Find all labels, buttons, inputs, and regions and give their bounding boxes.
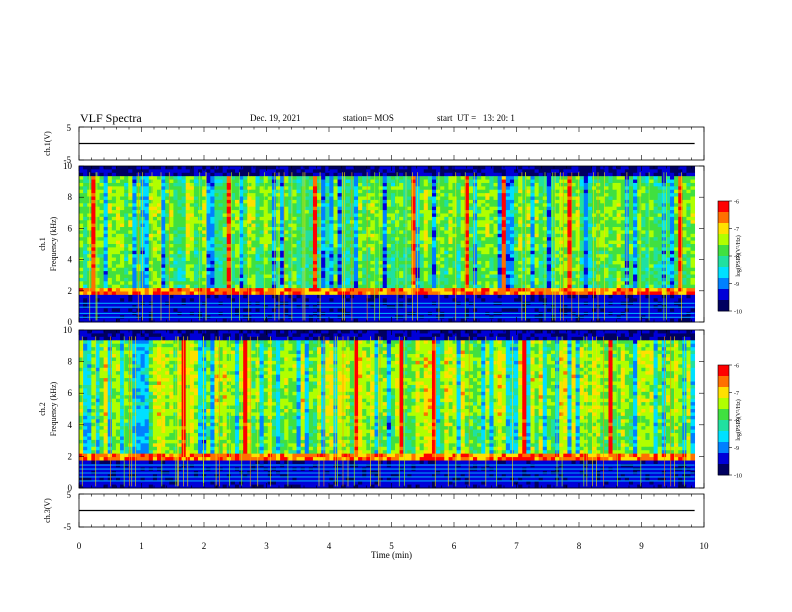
colorbar-tick-label: -10 bbox=[734, 474, 742, 480]
colorbar-tick-label: -9 bbox=[734, 282, 739, 288]
start-ut-label: start UT = 13: 20: 1 bbox=[437, 113, 515, 123]
axis-ticks bbox=[78, 127, 705, 160]
colorbar-tick-label: -6 bbox=[734, 200, 739, 206]
spectrogram-image bbox=[79, 330, 696, 489]
x-tick-label: 2 bbox=[202, 541, 207, 551]
station-label: station= MOS bbox=[343, 113, 394, 123]
y-tick-label: -5 bbox=[64, 155, 72, 165]
y-axis-label: ch.3(V) bbox=[43, 498, 52, 523]
y-tick-label: 5 bbox=[67, 490, 72, 500]
y-tick-label: 0 bbox=[68, 483, 73, 493]
date-label: Dec. 19, 2021 bbox=[250, 113, 301, 123]
y-tick-label: 8 bbox=[68, 192, 73, 202]
y-tick-label: 10 bbox=[63, 325, 73, 335]
y-tick-label: 6 bbox=[68, 223, 73, 233]
axis-ticks bbox=[78, 330, 705, 488]
x-tick-label: 1 bbox=[139, 541, 144, 551]
y-tick-label: 5 bbox=[67, 123, 72, 133]
y-axis-label: Frequency (kHz) bbox=[49, 216, 58, 271]
y-axis-label: ch.2 bbox=[38, 402, 47, 416]
x-tick-label: 5 bbox=[389, 541, 394, 551]
colorbar-tick-label: -9 bbox=[734, 446, 739, 452]
x-tick-label: 7 bbox=[514, 541, 519, 551]
x-tick-label: 3 bbox=[264, 541, 269, 551]
colorbar-label: log(PSD)(V²/Hz) bbox=[735, 399, 742, 440]
plot-title: VLF Spectra bbox=[80, 111, 142, 125]
x-tick-label: 0 bbox=[77, 541, 82, 551]
axis-ticks bbox=[78, 494, 705, 527]
y-tick-label: 4 bbox=[68, 255, 73, 265]
y-tick-label: 10 bbox=[63, 161, 73, 171]
x-tick-label: 8 bbox=[577, 541, 582, 551]
colorbar-tick-label: -8 bbox=[734, 419, 739, 425]
x-tick-label: 6 bbox=[452, 541, 457, 551]
y-tick-label: 8 bbox=[68, 357, 73, 367]
colorbar-tick-label: -8 bbox=[734, 255, 739, 261]
colorbar-label: log(PSD)(V²/Hz) bbox=[735, 235, 742, 276]
y-tick-label: -5 bbox=[64, 522, 72, 532]
colorbar bbox=[718, 201, 729, 312]
spectrogram-image bbox=[79, 166, 696, 323]
colorbar-tick-label: -7 bbox=[734, 227, 739, 233]
x-tick-label: 10 bbox=[700, 541, 710, 551]
x-tick-label: 4 bbox=[327, 541, 332, 551]
colorbar bbox=[718, 365, 729, 476]
y-tick-label: 2 bbox=[68, 451, 73, 461]
axis-ticks bbox=[78, 166, 705, 322]
y-tick-label: 0 bbox=[68, 317, 73, 327]
x-tick-label: 9 bbox=[639, 541, 644, 551]
colorbar-tick-label: -7 bbox=[734, 391, 739, 397]
y-axis-label: Frequency (kHz) bbox=[49, 381, 58, 436]
y-axis-label: ch.1(V) bbox=[43, 131, 52, 156]
colorbar-tick-label: -10 bbox=[734, 310, 742, 316]
y-axis-label: ch.1 bbox=[38, 237, 47, 251]
y-tick-label: 4 bbox=[68, 420, 73, 430]
y-tick-label: 6 bbox=[68, 388, 73, 398]
y-tick-label: 2 bbox=[68, 286, 73, 296]
colorbar-tick-label: -6 bbox=[734, 364, 739, 370]
x-axis-label: Time (min) bbox=[371, 550, 412, 560]
